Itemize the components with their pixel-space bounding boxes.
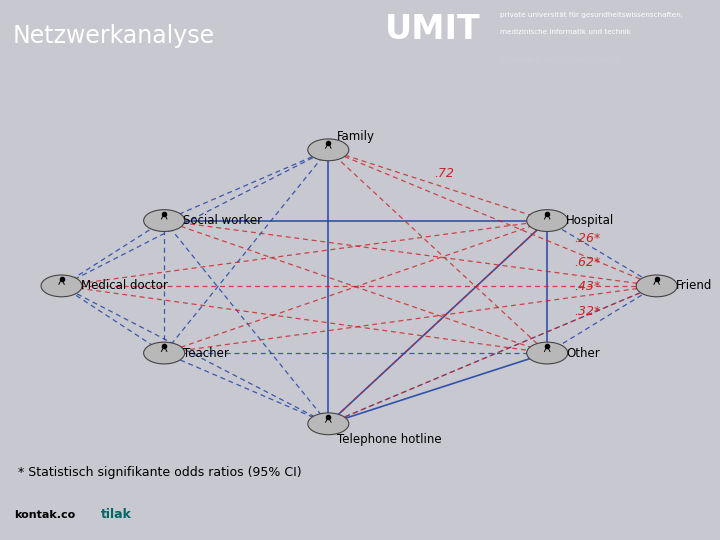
- Text: Telephone hotline: Telephone hotline: [336, 433, 441, 446]
- Circle shape: [527, 342, 568, 364]
- Text: Friend: Friend: [676, 279, 712, 292]
- Text: Social worker: Social worker: [184, 214, 262, 227]
- Text: kontak.co: kontak.co: [14, 510, 76, 520]
- Text: .72: .72: [434, 167, 454, 180]
- Text: * Statistisch signifikante odds ratios (95% CI): * Statistisch signifikante odds ratios (…: [18, 467, 302, 480]
- Text: .32*: .32*: [575, 305, 600, 318]
- Text: tilak: tilak: [101, 508, 132, 521]
- Circle shape: [308, 139, 348, 161]
- Circle shape: [41, 275, 82, 297]
- Text: .62*: .62*: [575, 256, 600, 269]
- Text: medizinische informatik und technik: medizinische informatik und technik: [500, 29, 631, 35]
- Text: private universität für gesundheitswissenschaften,: private universität für gesundheitswisse…: [500, 12, 683, 18]
- Text: Other: Other: [567, 347, 600, 360]
- Text: Hospital: Hospital: [567, 214, 615, 227]
- Circle shape: [143, 342, 185, 364]
- Text: Netzwerkanalyse: Netzwerkanalyse: [13, 24, 215, 48]
- Text: Family: Family: [336, 130, 374, 143]
- Text: .26*: .26*: [575, 232, 600, 245]
- Text: .43*: .43*: [575, 280, 600, 293]
- Text: UMIT: UMIT: [385, 12, 481, 45]
- Text: the health & life sciences university: the health & life sciences university: [500, 58, 620, 64]
- Circle shape: [143, 210, 185, 232]
- Circle shape: [636, 275, 677, 297]
- Text: Medical doctor: Medical doctor: [81, 279, 168, 292]
- Circle shape: [527, 210, 568, 232]
- Text: Teacher: Teacher: [184, 347, 229, 360]
- Circle shape: [308, 413, 348, 435]
